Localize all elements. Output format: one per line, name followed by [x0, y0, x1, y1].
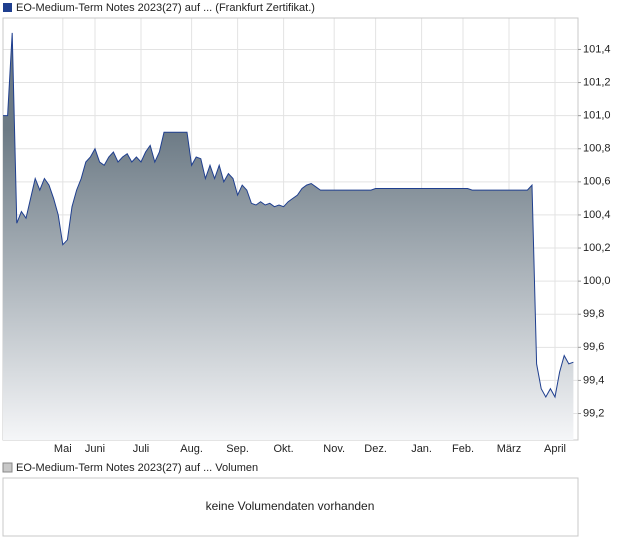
x-tick-label: April: [544, 443, 566, 455]
y-tick-label: 99,2: [583, 407, 604, 419]
volume-legend-swatch: [2, 462, 13, 473]
y-tick-label: 100,6: [583, 176, 611, 188]
x-tick-label: Feb.: [452, 443, 474, 455]
y-tick-label: 100,4: [583, 209, 611, 221]
x-tick-label: Okt.: [274, 443, 294, 455]
x-tick-label: Juni: [85, 443, 105, 455]
volume-legend: EO-Medium-Term Notes 2023(27) auf ... Vo…: [16, 462, 258, 474]
y-tick-label: 100,2: [583, 242, 611, 254]
y-tick-label: 100,8: [583, 143, 611, 155]
price-line: [3, 32, 574, 399]
y-tick-label: 101,2: [583, 76, 611, 88]
legend-label: EO-Medium-Term Notes 2023(27) auf ... (F…: [16, 2, 315, 14]
legend-swatch: [3, 3, 12, 12]
x-tick-label: Dez.: [364, 443, 387, 455]
y-tick-label: 99,8: [583, 308, 604, 320]
volume-message: keine Volumendaten vorhanden: [206, 499, 375, 513]
x-tick-label: Sep.: [226, 443, 249, 455]
x-tick-label: Juli: [133, 443, 150, 455]
y-tick-label: 101,4: [583, 43, 611, 55]
x-tick-label: März: [497, 443, 521, 455]
x-tick-label: Nov.: [323, 443, 345, 455]
price-area: [3, 32, 574, 441]
y-tick-label: 100,0: [583, 275, 611, 287]
x-tick-label: Jan.: [411, 443, 432, 455]
y-tick-label: 99,6: [583, 341, 604, 353]
x-tick-label: Aug.: [180, 443, 203, 455]
volume-frame: [2, 477, 579, 537]
y-tick-label: 99,4: [583, 374, 604, 386]
y-tick-label: 101,0: [583, 110, 611, 122]
x-tick-label: Mai: [54, 443, 72, 455]
